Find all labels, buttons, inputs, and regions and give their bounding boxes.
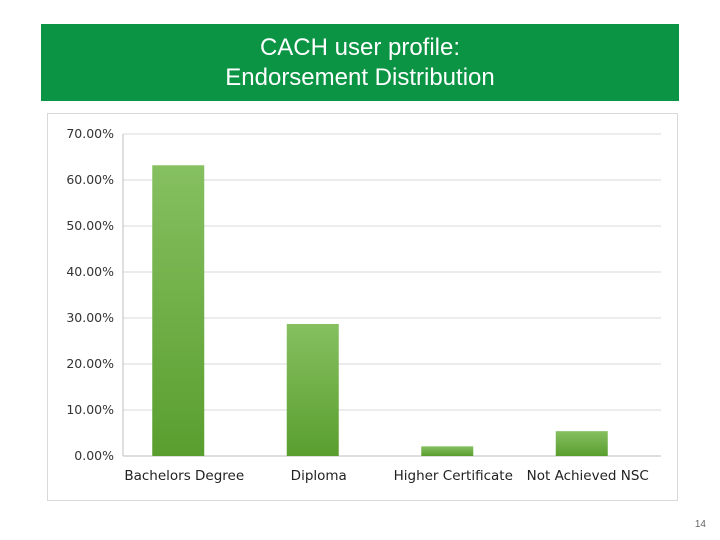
y-tick-label: 0.00% <box>74 448 114 463</box>
title-banner: CACH user profile: Endorsement Distribut… <box>41 24 679 101</box>
x-category-label: Bachelors Degree <box>124 468 244 484</box>
y-tick-label: 20.00% <box>66 356 114 371</box>
x-category-label: Not Achieved NSC <box>527 468 649 484</box>
y-axis-ticks: 0.00% 10.00% 20.00% 30.00% 40.00% 50.00% 60.00… <box>66 126 114 463</box>
x-axis-categories: Bachelors Degree Diploma Higher Certificat… <box>124 468 649 484</box>
x-category-label: Diploma <box>291 468 347 484</box>
slide-title-line-1: CACH user profile: <box>259 33 461 61</box>
y-tick-label: 60.00% <box>66 172 114 187</box>
y-tick-label: 30.00% <box>66 310 114 325</box>
x-category-label: Higher Certificate <box>394 468 513 484</box>
bar <box>555 431 608 456</box>
page-number: 14 <box>694 519 706 530</box>
bar <box>152 165 205 456</box>
bar-chart: 0.00% 10.00% 20.00% 30.00% 40.00% 50.00% 60.00… <box>66 126 661 484</box>
gridlines <box>122 133 661 457</box>
slide-title-line-2: Endorsement Distribution <box>225 63 495 91</box>
chart-frame: 0.00% 10.00% 20.00% 30.00% 40.00% 50.00% 60.00… <box>47 113 678 501</box>
y-tick-label: 40.00% <box>66 264 114 279</box>
bars <box>152 165 608 456</box>
y-tick-label: 70.00% <box>66 126 114 141</box>
bar <box>286 323 339 456</box>
y-tick-label: 50.00% <box>66 218 114 233</box>
bar <box>421 446 474 456</box>
y-tick-label: 10.00% <box>66 402 114 417</box>
